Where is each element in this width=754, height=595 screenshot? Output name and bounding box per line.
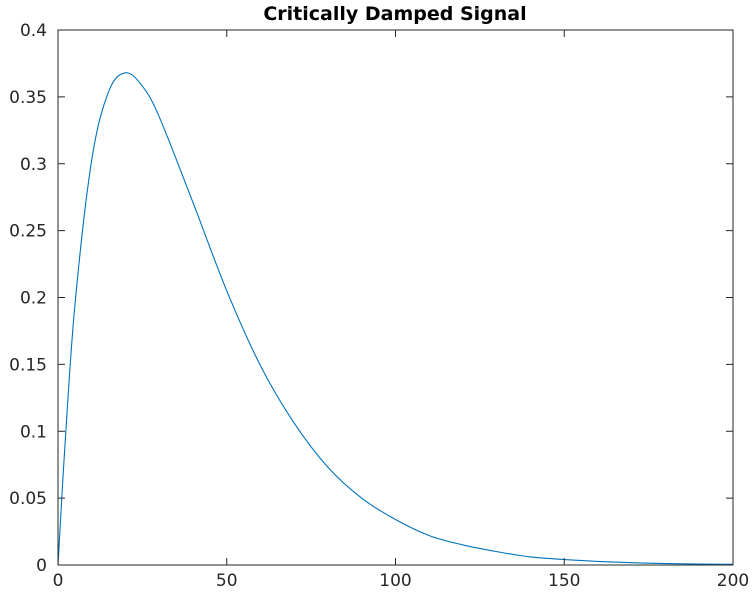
- x-tick-label: 50: [216, 571, 238, 591]
- x-tick-label: 100: [379, 571, 411, 591]
- x-tick-label: 200: [717, 571, 749, 591]
- y-tick-label: 0.1: [20, 422, 47, 442]
- chart-title: Critically Damped Signal: [263, 3, 526, 25]
- data-layer: [57, 72, 734, 566]
- y-tick-label: 0.4: [20, 21, 47, 41]
- y-tick-label: 0.2: [20, 289, 47, 309]
- axes-box: [57, 29, 734, 566]
- x-tick-label: 150: [548, 571, 580, 591]
- y-tick-label: 0.05: [9, 489, 47, 509]
- y-tick-label: 0.3: [20, 155, 47, 175]
- y-tick-label: 0: [36, 556, 47, 576]
- y-tick-label: 0.25: [9, 222, 47, 242]
- plot-area-background: [58, 30, 733, 565]
- tick-labels-layer: 0 50 100 150 200 0 0.05 0.1 0.15 0.2 0.25 0.3 0.35 0.…: [9, 21, 749, 591]
- y-tick-label: 0.35: [9, 88, 47, 108]
- y-tick-label: 0.15: [9, 355, 47, 375]
- series-line-0: [57, 72, 734, 566]
- x-tick-label: 0: [53, 571, 64, 591]
